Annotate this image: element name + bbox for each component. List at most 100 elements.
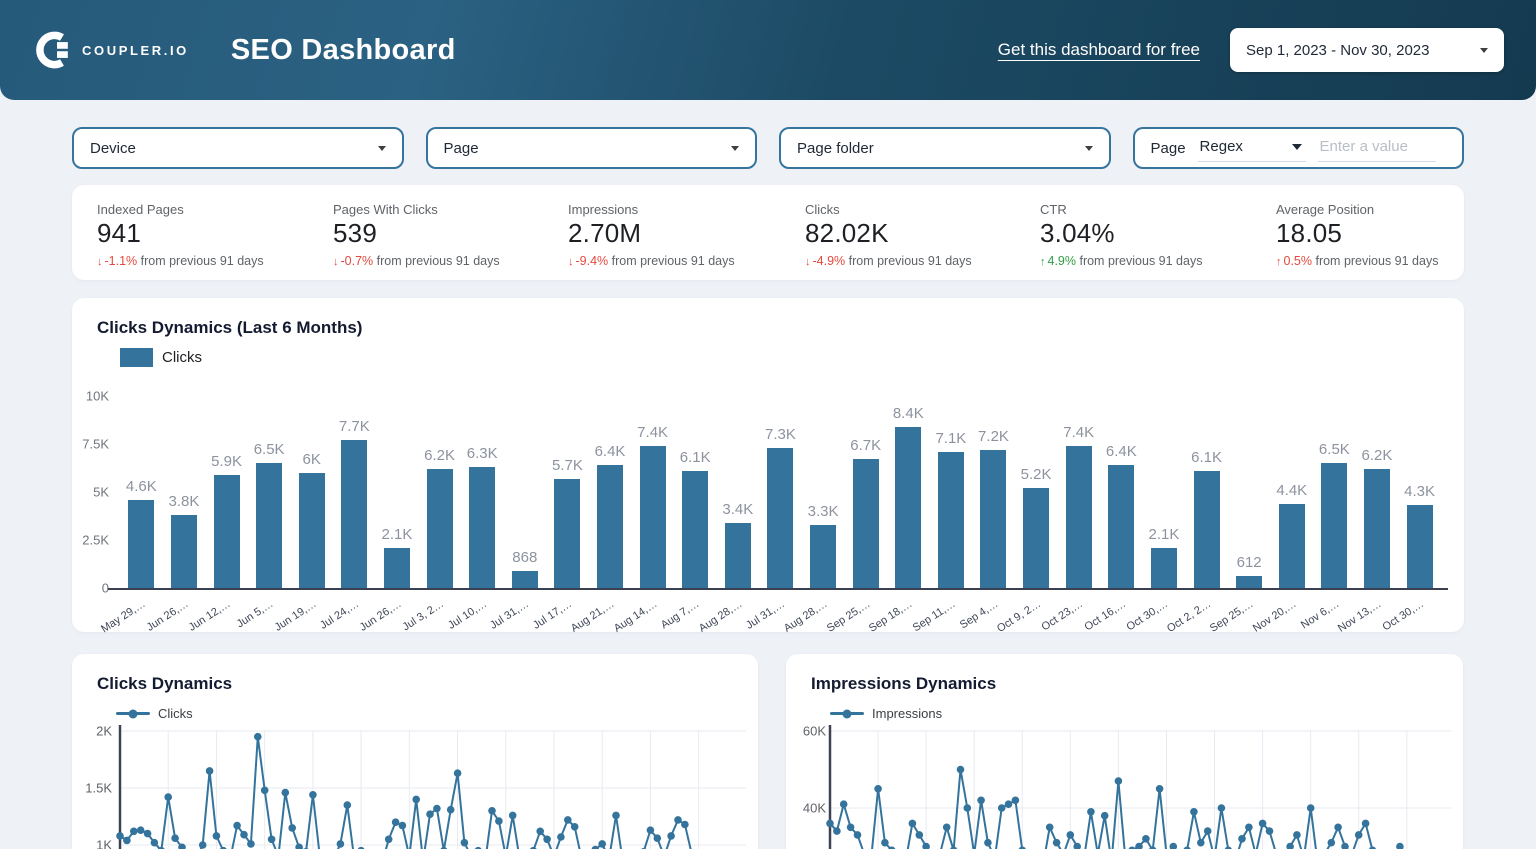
data-point[interactable]: [1361, 819, 1370, 828]
bar[interactable]: [1278, 503, 1305, 588]
data-point[interactable]: [1293, 831, 1301, 839]
page-folder-filter[interactable]: Page folder: [779, 127, 1111, 169]
data-point[interactable]: [826, 819, 834, 828]
data-point[interactable]: [1135, 842, 1143, 849]
data-point[interactable]: [164, 793, 172, 801]
data-point[interactable]: [1217, 804, 1226, 812]
bar[interactable]: [1363, 468, 1390, 588]
bar[interactable]: [895, 426, 922, 588]
bar[interactable]: [937, 451, 964, 588]
data-point[interactable]: [212, 832, 221, 840]
data-point[interactable]: [1114, 777, 1123, 785]
data-point[interactable]: [846, 823, 855, 832]
data-point[interactable]: [309, 791, 317, 799]
data-point[interactable]: [1203, 827, 1212, 835]
data-point[interactable]: [116, 832, 124, 840]
data-point[interactable]: [1197, 838, 1205, 847]
data-point[interactable]: [853, 831, 862, 839]
data-point[interactable]: [874, 785, 882, 793]
data-point[interactable]: [254, 732, 262, 741]
data-point[interactable]: [653, 834, 662, 842]
bar[interactable]: [426, 468, 453, 588]
bar[interactable]: [597, 465, 623, 588]
data-point[interactable]: [915, 831, 924, 839]
data-point[interactable]: [446, 805, 455, 814]
data-point[interactable]: [412, 795, 421, 804]
data-point[interactable]: [1286, 842, 1294, 849]
data-point[interactable]: [1265, 827, 1274, 835]
data-point[interactable]: [233, 821, 241, 830]
data-point[interactable]: [984, 838, 992, 847]
data-point[interactable]: [1354, 831, 1363, 839]
bar[interactable]: [639, 445, 666, 588]
data-point[interactable]: [1087, 808, 1095, 816]
bar[interactable]: [980, 449, 1007, 588]
data-point[interactable]: [674, 816, 682, 824]
data-point[interactable]: [433, 804, 441, 813]
bar[interactable]: [469, 467, 496, 588]
data-point[interactable]: [267, 835, 276, 844]
data-point[interactable]: [123, 836, 131, 845]
bar[interactable]: [1321, 463, 1348, 588]
data-point[interactable]: [336, 840, 345, 848]
bar[interactable]: [170, 515, 197, 588]
bar[interactable]: [213, 474, 240, 588]
page-filter[interactable]: Page: [425, 127, 757, 169]
bar[interactable]: [810, 524, 837, 588]
data-point[interactable]: [1396, 842, 1404, 849]
data-point[interactable]: [1327, 838, 1336, 847]
bar[interactable]: [852, 459, 879, 588]
data-point[interactable]: [1334, 823, 1342, 832]
bar[interactable]: [682, 470, 709, 588]
regex-value-input[interactable]: [1317, 134, 1436, 162]
data-point[interactable]: [488, 807, 496, 815]
bar[interactable]: [128, 499, 155, 588]
data-point[interactable]: [453, 769, 462, 777]
bar[interactable]: [1150, 547, 1177, 588]
bar[interactable]: [1236, 576, 1263, 588]
data-point[interactable]: [997, 804, 1006, 812]
get-dashboard-link[interactable]: Get this dashboard for free: [997, 40, 1200, 59]
bar[interactable]: [1065, 445, 1092, 588]
data-point[interactable]: [881, 838, 889, 847]
bar[interactable]: [767, 447, 794, 588]
data-point[interactable]: [247, 840, 255, 848]
data-point[interactable]: [495, 817, 503, 825]
data-point[interactable]: [598, 840, 606, 848]
data-point[interactable]: [384, 835, 393, 844]
data-point[interactable]: [1100, 811, 1109, 820]
bar[interactable]: [1023, 488, 1050, 588]
data-point[interactable]: [295, 843, 303, 849]
data-point[interactable]: [839, 800, 848, 808]
data-point[interactable]: [963, 804, 972, 812]
data-point[interactable]: [1306, 804, 1315, 812]
data-point[interactable]: [1190, 808, 1198, 816]
data-point[interactable]: [205, 767, 214, 775]
data-point[interactable]: [1238, 835, 1246, 843]
data-point[interactable]: [833, 827, 841, 835]
bar[interactable]: [554, 478, 581, 588]
device-filter[interactable]: Device: [72, 127, 404, 169]
data-point[interactable]: [391, 818, 400, 826]
data-point[interactable]: [288, 824, 296, 832]
bar[interactable]: [383, 547, 410, 588]
data-point[interactable]: [956, 765, 965, 774]
data-point[interactable]: [1052, 838, 1061, 847]
data-point[interactable]: [681, 820, 689, 829]
data-point[interactable]: [1045, 823, 1054, 832]
data-point[interactable]: [1258, 819, 1267, 828]
data-point[interactable]: [1169, 842, 1178, 849]
data-point[interactable]: [570, 823, 579, 831]
data-point[interactable]: [557, 833, 565, 841]
data-point[interactable]: [508, 811, 517, 820]
bar[interactable]: [511, 571, 538, 588]
bar[interactable]: [298, 472, 325, 588]
regex-operator-select[interactable]: Regex: [1197, 134, 1306, 162]
data-point[interactable]: [1245, 823, 1253, 832]
bar[interactable]: [1108, 465, 1135, 588]
data-point[interactable]: [667, 832, 675, 840]
data-point[interactable]: [1004, 800, 1013, 808]
bar[interactable]: [1406, 505, 1433, 588]
data-point[interactable]: [460, 838, 469, 847]
data-point[interactable]: [612, 811, 620, 820]
